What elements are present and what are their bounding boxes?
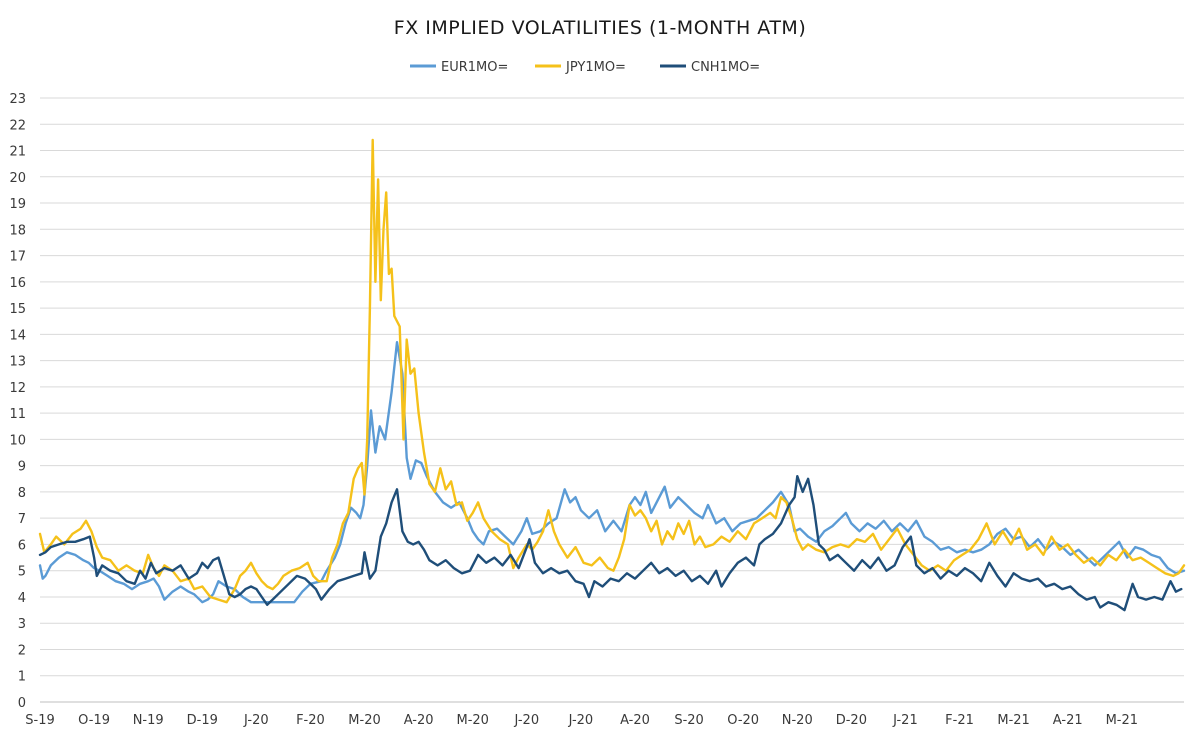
y-tick-label: 14 [9, 328, 26, 343]
x-tick-label: F-20 [296, 713, 325, 728]
x-tick-label: O-19 [78, 713, 110, 728]
x-tick-label: N-20 [782, 713, 813, 728]
y-tick-label: 11 [9, 407, 26, 422]
x-tick-label: A-21 [1053, 713, 1083, 728]
x-tick-label: O-20 [727, 713, 759, 728]
x-tick-label: A-20 [404, 713, 434, 728]
y-tick-label: 0 [18, 696, 26, 711]
x-tick-label: N-19 [133, 713, 164, 728]
series-line-cnh1mo [38, 475, 1183, 612]
y-tick-label: 3 [18, 617, 26, 632]
x-tick-label: M-20 [348, 713, 380, 728]
legend-label: JPY1MO= [565, 60, 626, 75]
x-tick-label: J-20 [243, 713, 269, 728]
y-tick-label: 17 [9, 250, 26, 265]
x-tick-label: M-21 [1106, 713, 1138, 728]
y-tick-label: 5 [18, 565, 26, 580]
y-tick-label: 10 [9, 433, 26, 448]
y-tick-label: 20 [9, 171, 26, 186]
y-tick-label: 2 [18, 643, 26, 658]
y-tick-label: 9 [18, 460, 26, 475]
y-tick-label: 19 [9, 197, 26, 212]
y-tick-label: 21 [9, 145, 26, 160]
legend-item: JPY1MO= [535, 60, 626, 75]
x-tick-label: F-21 [945, 713, 974, 728]
legend-item: CNH1MO= [660, 60, 760, 75]
y-tick-label: 22 [9, 118, 26, 133]
x-tick-label: S-19 [25, 713, 55, 728]
x-tick-label: J-20 [514, 713, 540, 728]
x-tick-label: M-21 [997, 713, 1029, 728]
y-tick-label: 15 [9, 302, 26, 317]
series-lines [38, 138, 1186, 612]
legend-item: EUR1MO= [410, 60, 508, 75]
gridlines [40, 97, 1184, 703]
y-tick-label: 7 [18, 512, 26, 527]
y-tick-label: 4 [18, 591, 26, 606]
legend-label: EUR1MO= [441, 60, 508, 75]
x-tick-label: J-21 [892, 713, 918, 728]
x-tick-label: S-20 [674, 713, 704, 728]
y-tick-label: 23 [9, 92, 26, 107]
y-tick-label: 1 [18, 670, 26, 685]
legend: EUR1MO= JPY1MO= CNH1MO= [410, 60, 760, 75]
y-tick-label: 6 [18, 538, 26, 553]
legend-label: CNH1MO= [691, 60, 760, 75]
x-tick-label: M-20 [456, 713, 488, 728]
y-tick-label: 18 [9, 223, 26, 238]
y-tick-label: 16 [9, 276, 26, 291]
y-tick-label: 8 [18, 486, 26, 501]
x-tick-label: D-19 [187, 713, 218, 728]
x-tick-label: J-20 [568, 713, 594, 728]
series-line-jpy1mo [38, 138, 1186, 604]
y-tick-label: 13 [9, 355, 26, 370]
x-tick-label: D-20 [836, 713, 867, 728]
x-tick-label: A-20 [620, 713, 650, 728]
chart-title: FX IMPLIED VOLATILITIES (1-MONTH ATM) [394, 17, 806, 39]
x-axis-ticks: S-19 O-19 N-19 D-19 J-20 F-20 M-20 A-20 M-20 J-20… [25, 713, 1138, 728]
y-tick-label: 12 [9, 381, 26, 396]
